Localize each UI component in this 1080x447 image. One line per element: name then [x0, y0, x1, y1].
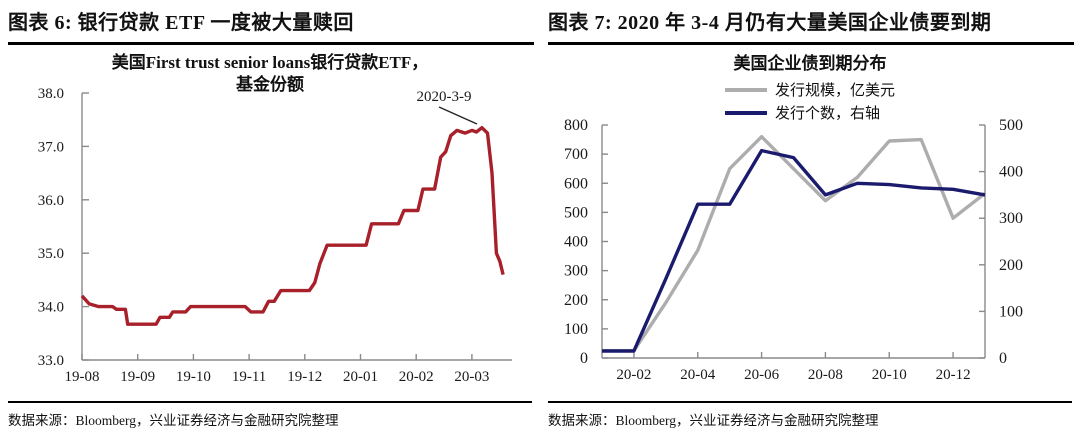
legend-item-issue-count: 发行个数，右轴 [724, 101, 895, 124]
legend-item-issue-size: 发行规模，亿美元 [724, 78, 895, 101]
peak-annotation-pointer [438, 106, 478, 125]
figure-6-source: 数据来源：Bloomberg，兴业证券经济与金融研究院整理 [8, 401, 532, 429]
left-y-tick-label: 200 [564, 292, 588, 309]
left-y-tick-label: 600 [564, 175, 588, 192]
bond-chart-legend: 发行规模，亿美元 发行个数，右轴 [540, 78, 1080, 124]
y-tick-label: 38.0 [38, 86, 64, 102]
y-tick-label: 35.0 [38, 246, 64, 262]
x-tick-label: 20-02 [399, 369, 434, 385]
x-tick-label: 19-11 [232, 369, 266, 385]
etf-line-chart: 33.0 34.0 35.0 36.0 37.0 38.0 19-08 19-09 19-10 1… [38, 86, 512, 385]
y-tick-label: 34.0 [38, 300, 64, 316]
legend-label-issue-count: 发行个数，右轴 [774, 106, 880, 122]
left-y-tick-label: 100 [564, 321, 588, 338]
left-y-tick-label: 700 [564, 146, 588, 163]
right-y-tick-label: 400 [999, 164, 1023, 181]
bond-maturity-chart: 0 100 200 300 400 500 600 700 800 0 100 200 300 400 50… [564, 117, 1023, 383]
x-tick-label: 19-12 [287, 369, 322, 385]
issue-size-line-swatch [724, 87, 767, 92]
x-tick-label: 19-08 [65, 369, 100, 385]
figure-7: 图表 7: 2020 年 3-4 月仍有大量美国企业债要到期 美国企业债到期分布… [540, 0, 1080, 447]
issue-count-line-swatch [724, 110, 767, 115]
left-y-tick-label: 0 [580, 350, 588, 367]
etf-chart-title-line1: 美国First trust senior loans银行贷款ETF， [111, 53, 429, 72]
x-tick-label: 20-10 [872, 367, 907, 383]
etf-series-line [80, 125, 505, 326]
x-tick-label: 20-06 [744, 367, 779, 383]
issue-count-series-line [602, 148, 986, 353]
left-y-tick-label: 500 [564, 204, 588, 221]
x-tick-label: 20-03 [454, 369, 489, 385]
peak-annotation-label: 2020-3-9 [417, 89, 472, 105]
x-tick-label: 20-02 [616, 367, 651, 383]
x-tick-label: 20-01 [343, 369, 378, 385]
x-tick-label: 19-10 [176, 369, 211, 385]
figure-7-header: 图表 7: 2020 年 3-4 月仍有大量美国企业债要到期 [548, 6, 1074, 45]
right-y-tick-label: 100 [999, 303, 1023, 320]
legend-label-issue-size: 发行规模，亿美元 [774, 83, 895, 99]
bond-chart-title: 美国企业债到期分布 [733, 54, 887, 73]
right-y-tick-label: 0 [999, 350, 1007, 367]
left-y-tick-label: 800 [564, 117, 588, 134]
right-y-tick-label: 200 [999, 257, 1023, 274]
figure-6-header: 图表 6: 银行贷款 ETF 一度被大量赎回 [8, 6, 534, 45]
etf-chart-title: 美国First trust senior loans银行贷款ETF， 基金份额 [0, 52, 540, 96]
left-y-tick-label: 300 [564, 263, 588, 280]
right-y-tick-label: 300 [999, 210, 1023, 227]
x-tick-label: 20-12 [936, 367, 971, 383]
right-y-tick-label: 500 [999, 117, 1023, 134]
y-tick-label: 37.0 [38, 139, 64, 155]
figure-7-source: 数据来源：Bloomberg，兴业证券经济与金融研究院整理 [548, 401, 1072, 429]
x-tick-label: 19-09 [120, 369, 155, 385]
issue-size-series-line [602, 134, 987, 353]
y-tick-label: 36.0 [38, 193, 64, 209]
y-tick-label: 33.0 [38, 353, 64, 369]
figure-6: 图表 6: 银行贷款 ETF 一度被大量赎回 美国First trust sen… [0, 6, 540, 429]
left-y-tick-label: 400 [564, 234, 588, 251]
x-tick-label: 20-04 [680, 367, 715, 383]
x-tick-label: 20-08 [808, 367, 843, 383]
etf-chart-title-line2: 基金份额 [236, 75, 304, 94]
